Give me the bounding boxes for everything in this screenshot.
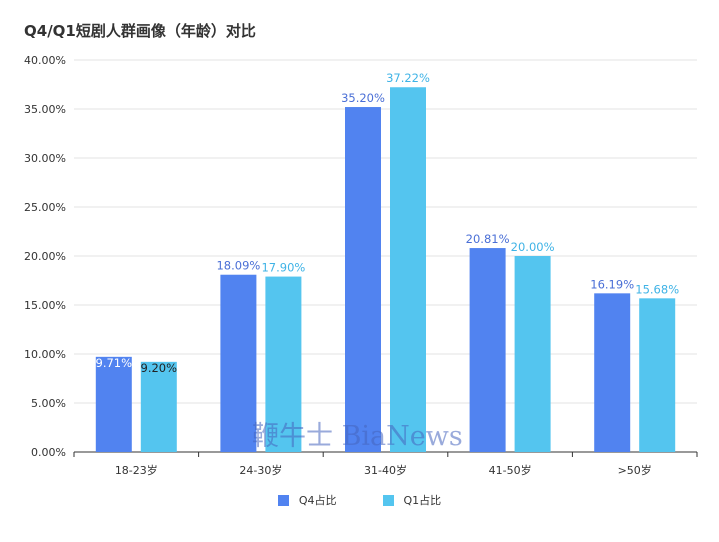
legend-item-q1[interactable]: Q1占比 bbox=[382, 492, 442, 508]
data-label: 35.20% bbox=[341, 91, 385, 105]
x-tick-label: 31-40岁 bbox=[364, 463, 407, 477]
y-tick-label: 25.00% bbox=[24, 201, 66, 214]
x-tick-label: 24-30岁 bbox=[239, 463, 282, 477]
data-labels: 9.71% 9.20% 18.09% 17.90% 35.20%37.22% 20.81%… bbox=[96, 71, 680, 375]
data-label: 16.19% bbox=[590, 277, 634, 291]
x-tick-label: >50岁 bbox=[618, 463, 652, 477]
y-tick-label: 30.00% bbox=[24, 152, 66, 165]
data-label: 9.71% bbox=[96, 356, 133, 370]
x-axis-ticks: 18-23岁 24-30岁 31-40岁 41-50岁 >50岁 bbox=[115, 463, 652, 477]
y-tick-label: 0.00% bbox=[31, 446, 66, 459]
bar-q1 bbox=[390, 87, 426, 452]
y-axis-ticks: 0.00% 5.00% 10.00% 15.00% 20.00% 25.00% 30.00%… bbox=[24, 54, 66, 459]
x-tick-label: 18-23岁 bbox=[115, 463, 158, 477]
y-tick-label: 40.00% bbox=[24, 54, 66, 67]
y-tick-label: 35.00% bbox=[24, 103, 66, 116]
data-label: 17.90% bbox=[261, 261, 305, 275]
y-tick-label: 15.00% bbox=[24, 299, 66, 312]
bar-q4 bbox=[95, 356, 132, 452]
y-tick-label: 10.00% bbox=[24, 348, 66, 361]
data-label: 18.09% bbox=[216, 259, 260, 273]
legend-label-q4: Q4占比 bbox=[298, 494, 337, 507]
data-label: 15.68% bbox=[635, 282, 679, 296]
bar-q1 bbox=[639, 298, 676, 452]
chart-title: Q4/Q1短剧人群画像（年龄）对比 bbox=[24, 22, 256, 40]
bar-q1 bbox=[140, 361, 177, 452]
gridlines bbox=[73, 59, 698, 457]
bar-q1 bbox=[514, 256, 551, 452]
bar-q1 bbox=[265, 276, 302, 452]
legend-swatch-q1 bbox=[382, 494, 394, 506]
legend-label-q1: Q1占比 bbox=[403, 494, 442, 507]
bar-q4 bbox=[220, 274, 257, 452]
watermark: 鞭牛士 BiaNews bbox=[252, 421, 463, 452]
data-label: 20.00% bbox=[511, 240, 555, 254]
y-tick-label: 5.00% bbox=[31, 397, 66, 410]
legend-swatch-q4 bbox=[277, 494, 289, 506]
bar-q4 bbox=[469, 248, 506, 452]
legend-item-q4[interactable]: Q4占比 bbox=[277, 492, 337, 508]
bar-q4 bbox=[345, 107, 381, 452]
data-label: 37.22% bbox=[386, 71, 430, 85]
legend: Q4占比 Q1占比 bbox=[0, 492, 719, 508]
data-label: 9.20% bbox=[141, 361, 178, 375]
data-label: 20.81% bbox=[466, 232, 510, 246]
x-tick-label: 41-50岁 bbox=[489, 463, 532, 477]
bar-q4 bbox=[594, 293, 631, 452]
bars bbox=[95, 87, 676, 452]
y-tick-label: 20.00% bbox=[24, 250, 66, 263]
